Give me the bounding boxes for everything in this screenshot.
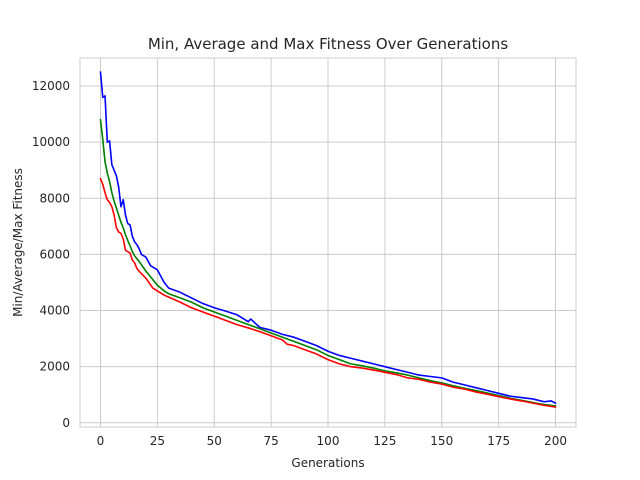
y-axis-label: Min/Average/Max Fitness [11,168,25,317]
x-axis-label: Generations [291,456,364,470]
x-tick-label: 175 [487,434,510,448]
y-tick-label: 8000 [39,191,70,205]
x-tick-label: 200 [544,434,567,448]
grid-layer [80,58,576,427]
x-tick-label: 75 [263,434,278,448]
x-tick-label: 100 [317,434,340,448]
chart-title: Min, Average and Max Fitness Over Genera… [148,35,509,53]
y-tick-label: 0 [62,416,70,430]
y-tick-label: 2000 [39,360,70,374]
series-line-max [99,71,557,404]
x-tick-label: 50 [207,434,222,448]
series-layer [99,71,557,408]
series-line-average [99,118,557,407]
x-tick-label: 150 [430,434,453,448]
plot-frame [79,57,577,428]
x-tick-label: 125 [373,434,396,448]
series-line-min [99,177,557,408]
y-tick-label: 10000 [32,135,70,149]
tick-layer: 0 25 50 75 100 125 150 175 200020004000600080001… [32,79,567,448]
x-tick-label: 0 [97,434,105,448]
y-tick-label: 12000 [32,79,70,93]
y-tick-label: 6000 [39,247,70,261]
y-tick-label: 4000 [39,304,70,318]
x-tick-label: 25 [150,434,165,448]
